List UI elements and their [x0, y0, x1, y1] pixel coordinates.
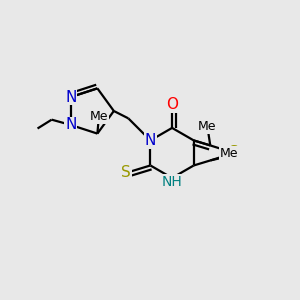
Text: S: S	[122, 165, 131, 180]
Text: Me: Me	[220, 147, 239, 160]
Text: N: N	[65, 118, 76, 133]
Text: Me: Me	[198, 120, 217, 133]
Text: N: N	[65, 89, 76, 104]
Text: O: O	[166, 97, 178, 112]
Text: Me: Me	[90, 110, 108, 123]
Text: NH: NH	[162, 175, 182, 188]
Text: N: N	[145, 133, 156, 148]
Text: S: S	[230, 146, 239, 160]
